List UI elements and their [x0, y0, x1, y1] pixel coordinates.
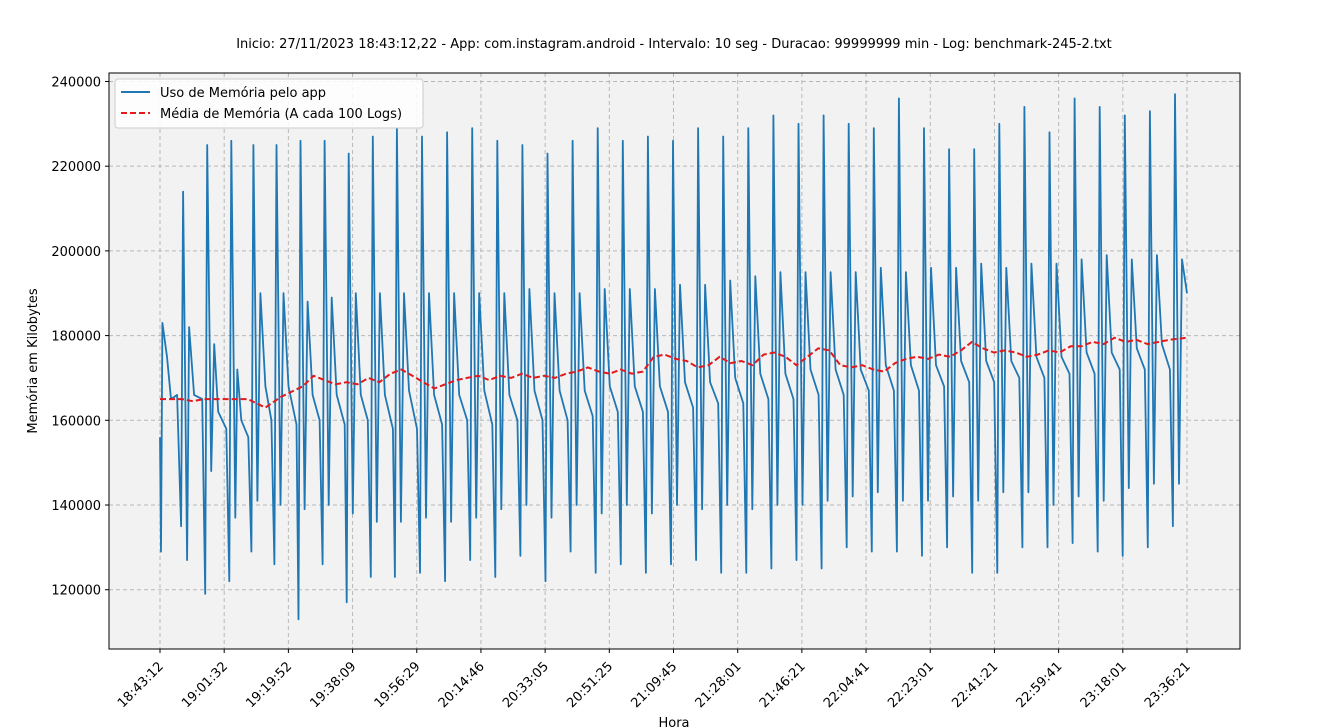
- y-tick-label: 120000: [51, 584, 101, 599]
- plot-frame: [108, 72, 1241, 650]
- x-tick-label: 19:19:52: [243, 659, 295, 711]
- x-tick-label: 23:18:01: [1078, 659, 1130, 711]
- x-axis-label: Hora: [658, 716, 689, 727]
- y-tick-label: 220000: [51, 160, 101, 175]
- x-tick-label: 21:28:01: [693, 659, 745, 711]
- series-lines: [159, 93, 1188, 621]
- legend-label-average: Média de Memória (A cada 100 Logs): [160, 107, 402, 122]
- y-tick-label: 180000: [51, 330, 101, 345]
- x-tick-label: 23:36:21: [1142, 659, 1194, 711]
- y-axis-ticks: 120000 140000 160000 180000 200000 220000 2400…: [51, 75, 109, 599]
- legend-label-usage: Uso de Memória pelo app: [160, 86, 326, 101]
- x-tick-label: 19:56:29: [372, 659, 424, 711]
- x-tick-label: 22:41:21: [949, 659, 1001, 711]
- x-tick-label: 22:23:01: [885, 659, 937, 711]
- x-tick-label: 20:33:05: [500, 659, 552, 711]
- y-tick-label: 160000: [51, 414, 101, 429]
- x-tick-label: 21:46:21: [757, 659, 809, 711]
- x-axis-ticks: 18:43:12 19:01:32 19:19:52 19:38:09 19:56:29…: [115, 649, 1194, 711]
- x-tick-label: 19:38:09: [307, 659, 359, 711]
- chart-title: Inicio: 27/11/2023 18:43:12,22 - App: co…: [236, 37, 1112, 52]
- y-tick-label: 240000: [51, 75, 101, 90]
- legend: Uso de Memória pelo app Média de Memória…: [114, 78, 424, 129]
- series-line-average: [160, 336, 1188, 409]
- y-tick-label: 140000: [51, 499, 101, 514]
- x-tick-label: 21:09:45: [628, 659, 680, 711]
- x-tick-label: 20:14:46: [436, 659, 488, 711]
- y-axis-label: Memória em Kilobytes: [26, 288, 41, 433]
- x-tick-label: 22:04:41: [821, 659, 873, 711]
- x-tick-label: 22:59:41: [1014, 659, 1066, 711]
- y-tick-label: 200000: [51, 245, 101, 260]
- x-tick-label: 18:43:12: [115, 659, 167, 711]
- series-line-usage: [159, 93, 1188, 621]
- x-tick-label: 19:01:32: [179, 659, 231, 711]
- x-tick-label: 20:51:25: [564, 659, 616, 711]
- legend-box: [114, 78, 424, 129]
